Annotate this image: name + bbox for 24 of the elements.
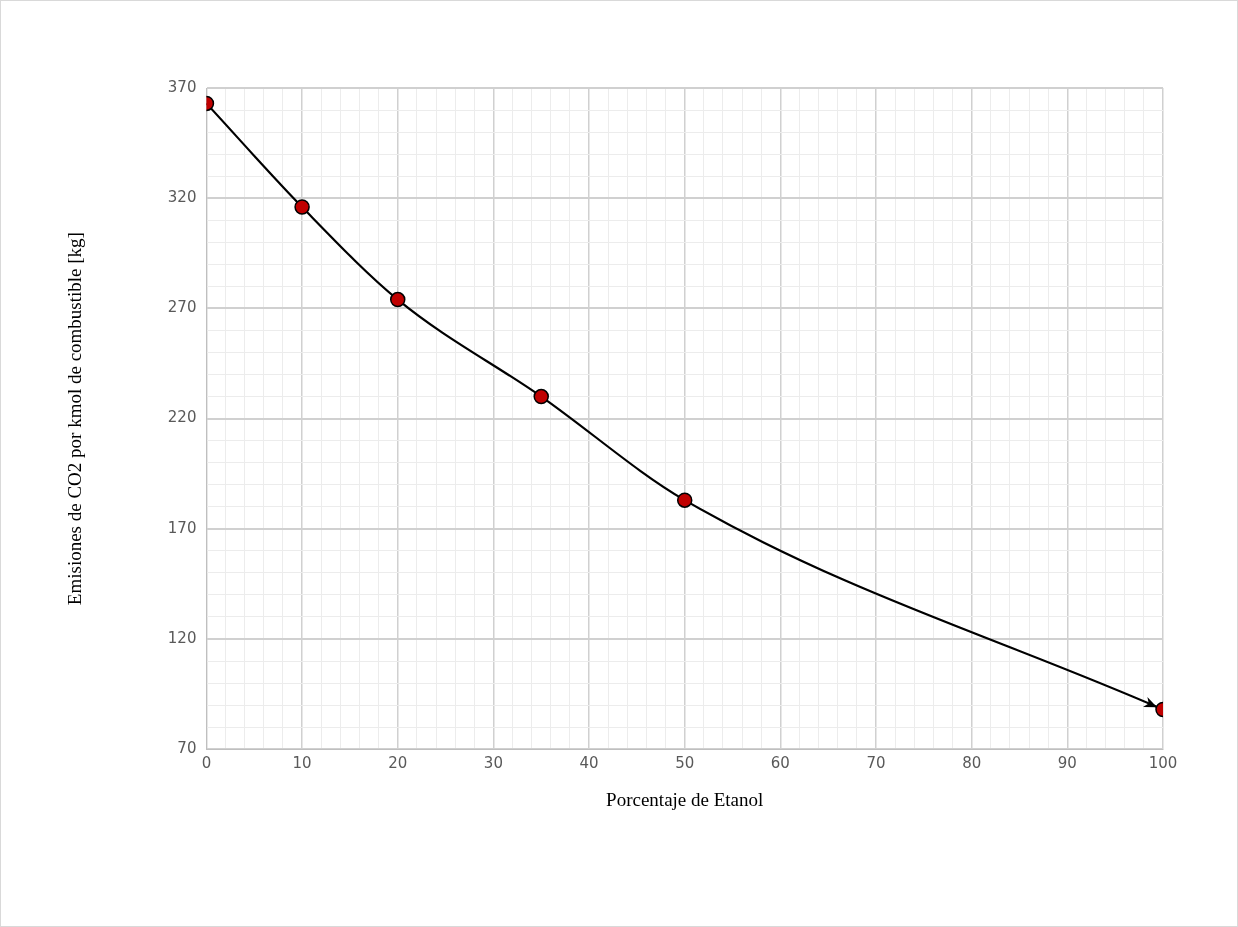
y-axis-title: Emisiones de CO2 por kmol de combustible [kg]	[64, 232, 86, 606]
x-tick-label: 60	[770, 754, 790, 773]
x-tick-label: 20	[388, 754, 408, 773]
point	[389, 291, 406, 308]
x-tick-label: 0	[201, 754, 212, 773]
x-tick-label: 90	[1057, 754, 1077, 773]
y-tick-label: 70	[177, 739, 197, 758]
y-tick-label: 170	[167, 518, 197, 537]
y-tick-label: 120	[167, 628, 197, 647]
x-tick-label: 30	[483, 754, 503, 773]
y-tick-label: 270	[167, 298, 197, 317]
y-tick-label: 220	[167, 408, 197, 427]
x-tick-label: 80	[962, 754, 982, 773]
y-tick-label: 370	[167, 77, 197, 96]
x-tick-label: 40	[579, 754, 599, 773]
x-tick-label: 100	[1148, 754, 1178, 773]
point	[676, 492, 693, 508]
y-tick-label: 320	[167, 188, 197, 207]
x-axis-title: Porcentaje de Etanol	[606, 788, 764, 810]
x-tick-label: 10	[292, 754, 312, 773]
point	[294, 199, 310, 215]
x-tick-label: 70	[866, 754, 886, 773]
x-tick-label: 50	[675, 754, 695, 773]
point	[533, 388, 549, 405]
